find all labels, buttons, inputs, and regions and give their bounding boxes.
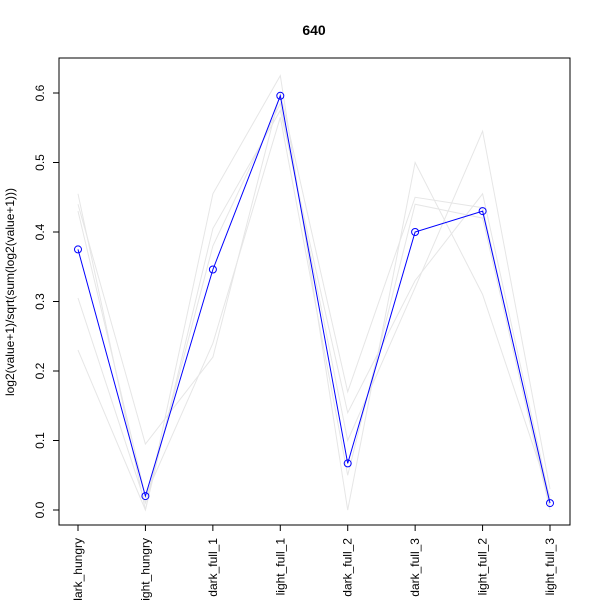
data-point-light_hungry — [141, 492, 150, 501]
y-tick-label: 0.1 — [33, 432, 47, 449]
x-axis: dark_hungry light_hungry dark_full_1 light_… — [71, 525, 557, 600]
y-tick-label: 0.5 — [33, 154, 47, 171]
series-line-background-3 — [77, 101, 551, 505]
series-line-highlight — [77, 93, 551, 504]
y-tick-label: 0.2 — [33, 362, 47, 379]
x-tick-label-light_full_2: light_full_2 — [476, 538, 490, 596]
data-point-light_full_2 — [478, 207, 487, 216]
series-line-background-4 — [77, 109, 551, 512]
chart-title: 640 — [302, 22, 326, 38]
x-tick-label-dark_hungry: dark_hungry — [71, 538, 85, 600]
y-tick-label: 0.3 — [33, 293, 47, 310]
data-point-light_full_3 — [546, 499, 554, 508]
y-tick-label: 0.6 — [33, 84, 47, 101]
data-point-dark_full_2 — [343, 459, 352, 468]
data-point-light_full_1 — [276, 91, 285, 100]
x-tick-label-light_hungry: light_hungry — [138, 538, 152, 600]
data-point-dark_full_3 — [411, 228, 420, 236]
y-tick-label: 0.4 — [33, 223, 47, 240]
data-point-dark_full_1 — [208, 265, 217, 274]
data-point-dark_hungry — [74, 245, 82, 254]
series-line-background-5 — [77, 117, 551, 511]
x-tick-label-light_full_3: light_full_3 — [543, 538, 557, 596]
x-tick-label-dark_full_2: dark_full_2 — [341, 538, 355, 597]
y-tick-label: 0.0 — [33, 501, 47, 518]
series-line-background-2 — [77, 92, 551, 507]
series-line-background-1 — [77, 74, 551, 511]
highlight-series-layer — [74, 91, 554, 508]
x-tick-label-dark_full_1: dark_full_1 — [206, 538, 220, 597]
x-tick-label-light_full_1: light_full_1 — [273, 538, 287, 596]
background-series-layer — [77, 74, 551, 512]
x-tick-label-dark_full_3: dark_full_3 — [408, 538, 422, 597]
y-axis: 0.0 0.1 0.2 0.3 0.4 0.5 0.6 — [33, 84, 60, 518]
y-axis-title: log2(value+1)/sqrt(sum(log2(value+1))) — [3, 188, 17, 396]
